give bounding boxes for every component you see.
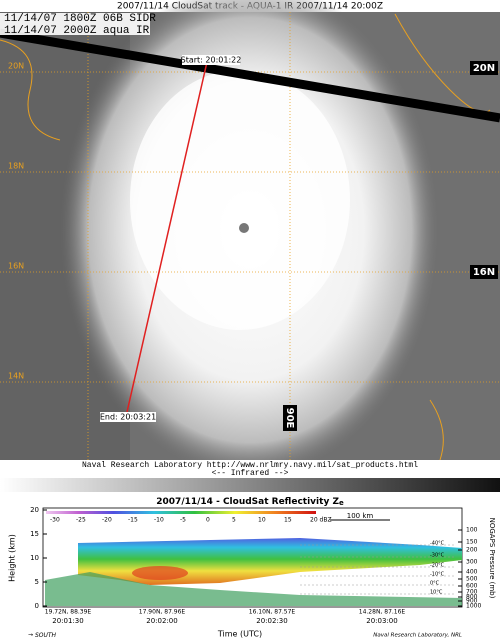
colorbar-label: -30 [50,517,60,524]
y2-tick-label: 500 [466,576,478,583]
colorbar-label: -25 [76,517,86,524]
colorbar-label: 20 dBZ [310,517,332,524]
time-label: 20:03:00 [366,617,397,625]
colorbar-label: 5 [232,517,236,524]
time-label: 20:02:30 [256,617,287,625]
colorbar [46,511,316,514]
scale-label: 100 km [347,512,374,520]
colorbar-label: 15 [284,517,292,524]
y2-tick-label: 900 [466,598,478,605]
band-label: <-- Infrared --> [212,469,289,478]
overlay-line: 11/14/07 2000Z aqua IR [4,25,150,37]
caption-bg [0,460,500,478]
label-bg [470,265,498,279]
y2-tick-label: 150 [466,539,478,546]
overlay-box [0,13,150,35]
image-credit: Naval Research Laboratory http://www.nrl… [82,461,418,470]
cloud-core [130,70,350,330]
cloudsat-track [126,61,208,413]
colorbar-label: 10 [258,517,266,524]
direction: → SOUTH [28,632,57,639]
colorbar-label: -20 [102,517,112,524]
label-bg [283,405,297,431]
panel-title: 2007/11/14 - CloudSat Reflectivity Ze [156,497,344,508]
colorbar-labels: -30 -25 -20 -15 -10 -5 0 5 10 15 20 dBZ [50,517,332,524]
y2-tick-label: 400 [466,569,478,576]
time-label: 20:02:00 [146,617,177,625]
y2-tick-label: 300 [466,559,478,566]
y2-tick-label: 800 [466,594,478,601]
y-tick-label: 0 [35,602,39,610]
position-label: 19.72N, 88.39E [45,609,92,616]
y2-label: NOGAPS Pressure (mb) [488,518,496,599]
label-bg [100,412,156,422]
x-label: Time (UTC) [217,630,262,639]
temperature-label: -10°C [430,572,445,578]
right-latitude-label: 20N [473,63,495,74]
temperature-label: 10°C [430,590,443,596]
left-latitude-label: 20N [8,62,24,71]
y2-tick-label: 200 [466,547,478,554]
longitude-label: 90E [284,408,295,429]
y-tick-label: 5 [35,578,39,586]
track-end: End: 20:03:21 [100,413,156,422]
left-latitude-label: 16N [8,262,24,271]
time-label: 20:01:30 [52,617,83,625]
left-latitude-label: 14N [8,372,24,381]
y-tick-label: 10 [30,554,39,562]
temperature-label: 0°C [430,581,440,587]
y-axis: 0 5 10 15 20 [30,506,47,610]
left-latitude-labels: 20N 18N 16N 14N [8,62,24,381]
label-bg [182,55,240,65]
cyclone-eye [239,223,249,233]
position-label: 17.90N, 87.96E [139,609,186,616]
temperature-label: -40°C [430,541,445,547]
y-tick-label: 20 [30,506,39,514]
colorbar-label: -5 [180,517,186,524]
heavy-echo [132,566,188,580]
low-echo [45,572,462,606]
colorbar-label: -15 [128,517,138,524]
overlay-line: 11/14/07 1800Z 06B SIDR [4,13,156,25]
y2-tick-label: 100 [466,527,478,534]
position-label: 14.28N, 87.16E [359,609,406,616]
y2-tick-label: 1000 [466,603,481,610]
position-label: 16.10N, 87.57E [249,609,296,616]
label-bg [470,61,498,75]
y-label: Height (km) [8,534,17,582]
cloudsat-swath [0,28,500,123]
panel-credit: Naval Research Laboratory, NRL [373,633,462,639]
temperature-labels: -40°C -30°C -20°C -10°C 0°C 10°C [300,541,455,596]
track-start: Start: 20:01:22 [181,56,242,65]
y2-tick-label: 700 [466,589,478,596]
temperature-label: -30°C [430,553,445,559]
y2-tick-label: 600 [466,583,478,590]
colorbar-label: -10 [154,517,164,524]
grayscale-bar [0,478,500,492]
temperature-label: -20°C [430,563,445,569]
right-latitude-label: 16N [473,267,495,278]
left-latitude-label: 18N [8,162,24,171]
colorbar-label: 0 [206,517,210,524]
y-tick-label: 15 [30,530,39,538]
